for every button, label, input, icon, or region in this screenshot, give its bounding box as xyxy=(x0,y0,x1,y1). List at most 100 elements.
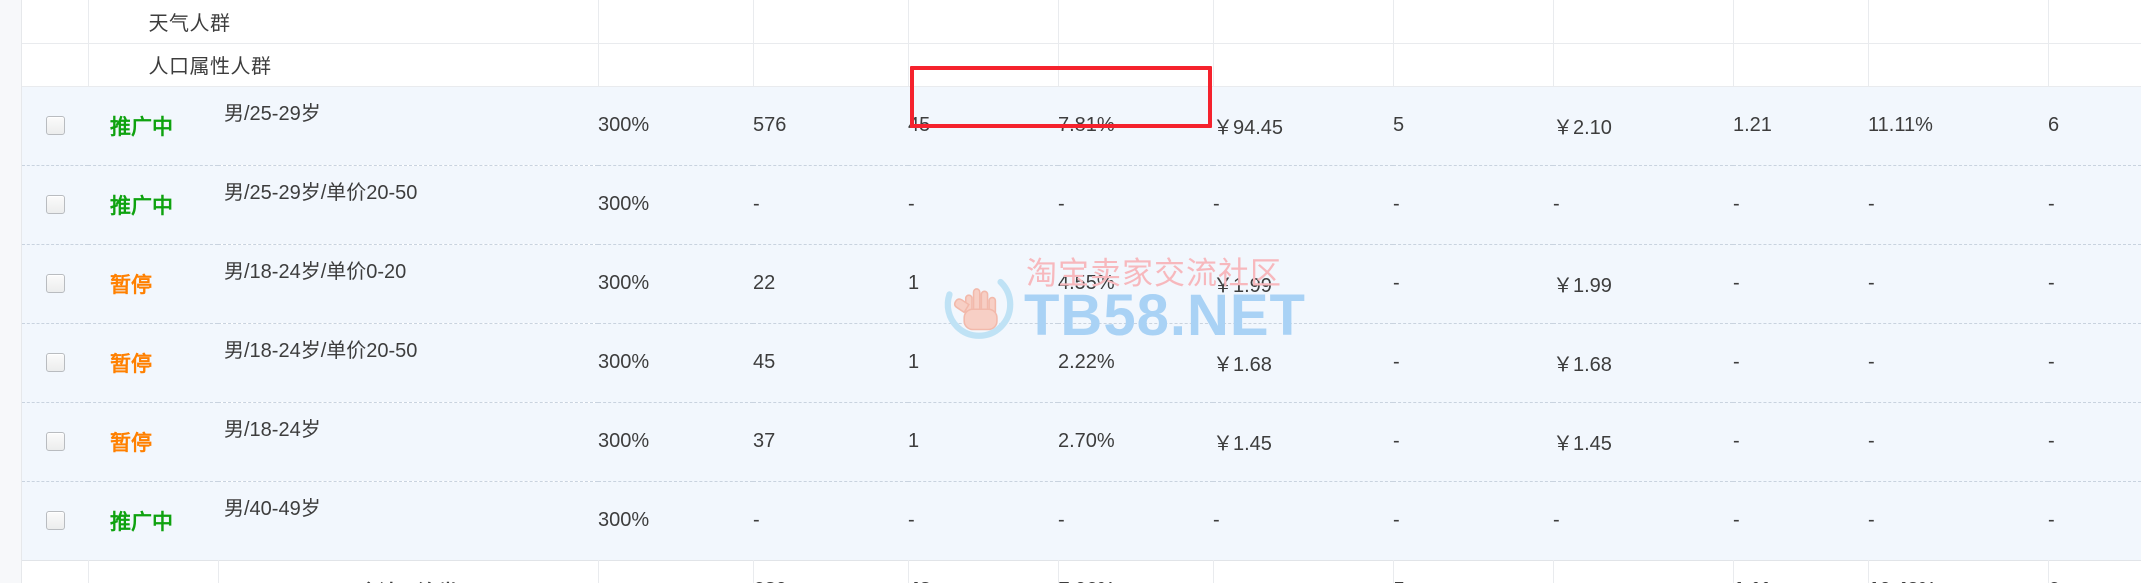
row-impressions: 37 xyxy=(753,402,908,482)
row-select-cell[interactable] xyxy=(22,323,88,403)
group-row-weather-c5 xyxy=(908,0,1059,44)
row-value3: - xyxy=(2048,165,2141,245)
table-row[interactable]: 推广中 男/40-49岁 300% - - - - - - - - - xyxy=(22,481,2141,560)
table-row[interactable]: 暂停 男/18-24岁 300% 37 1 2.70% ￥1.45 - ￥1.4… xyxy=(22,402,2141,482)
crowd-label: 男/25-29岁/单价20-50 xyxy=(224,181,418,204)
group-row-demographics-c8 xyxy=(1393,43,1554,87)
row-crowd-cell: 男/18-24岁 xyxy=(218,402,598,482)
summary-blank-cell xyxy=(88,559,219,583)
table-row[interactable]: 推广中 男/25-29岁 300% 576 45 7.81% ￥94.45 5 … xyxy=(22,85,2141,166)
row-status-cell: 暂停 xyxy=(88,244,218,324)
group-row-demographics-c11 xyxy=(1868,43,2049,87)
row-value2: - xyxy=(1868,323,2048,403)
status-badge[interactable]: 暂停 xyxy=(110,273,152,297)
group-row-demographics-checkbox-cell xyxy=(22,43,89,87)
row-clicks: 45 xyxy=(908,85,1058,166)
row-crowd-cell: 男/18-24岁/单价20-50 xyxy=(218,323,598,403)
row-favorites: 5 xyxy=(1393,85,1553,166)
group-row-demographics-c12 xyxy=(2048,43,2141,87)
left-gutter xyxy=(0,0,22,583)
group-row-demographics-label: 人口属性人群 xyxy=(88,43,599,87)
status-badge[interactable]: 推广中 xyxy=(110,194,173,218)
row-value3: - xyxy=(2048,323,2141,403)
group-row-weather-c8 xyxy=(1393,0,1554,44)
row-value1: - xyxy=(1733,165,1868,245)
row-cost: ￥1.99 xyxy=(1213,244,1393,324)
row-ratio: 300% xyxy=(598,165,753,245)
row-ratio: 300% xyxy=(598,244,753,324)
row-status-cell: 暂停 xyxy=(88,402,218,482)
row-value2: 11.11% xyxy=(1868,85,2048,166)
summary-value3: 6 xyxy=(2048,559,2141,583)
row-cpc: ￥1.68 xyxy=(1553,323,1733,403)
row-favorites: - xyxy=(1393,402,1553,482)
status-badge[interactable]: 暂停 xyxy=(110,431,152,455)
row-select-cell[interactable] xyxy=(22,402,88,482)
group-row-weather-c4 xyxy=(753,0,909,44)
row-cost: ￥1.45 xyxy=(1213,402,1393,482)
row-select-cell[interactable] xyxy=(22,165,88,245)
row-cpc: ￥1.45 xyxy=(1553,402,1733,482)
campaign-crowd-table-wrapper: 天气人群 人口属性人群 xyxy=(22,0,2141,583)
row-checkbox[interactable] xyxy=(45,274,65,294)
table-row[interactable]: 暂停 男/18-24岁/单价0-20 300% 22 1 4.55% ￥1.99… xyxy=(22,244,2141,324)
group-row-demographics-c9 xyxy=(1553,43,1734,87)
group-row-demographics-c10 xyxy=(1733,43,1869,87)
status-badge[interactable]: 暂停 xyxy=(110,352,152,376)
row-clicks: 1 xyxy=(908,244,1058,324)
row-crowd-cell: 男/25-29岁/单价20-50 xyxy=(218,165,598,245)
row-cost: ￥94.45 xyxy=(1213,85,1393,166)
row-select-cell[interactable] xyxy=(22,481,88,560)
row-crowd-cell: 男/18-24岁/单价0-20 xyxy=(218,244,598,324)
summary-value2: 10.42% xyxy=(1868,559,2049,583)
row-value3: - xyxy=(2048,402,2141,482)
row-value2: - xyxy=(1868,402,2048,482)
row-checkbox[interactable] xyxy=(45,511,65,531)
crowd-label: 男/18-24岁/单价20-50 xyxy=(224,339,418,362)
summary-row: 合计：沇类 680 48 7.06% ￥99.57 5 ￥2.07 1.11 1… xyxy=(22,559,2141,583)
row-favorites: - xyxy=(1393,244,1553,324)
row-checkbox[interactable] xyxy=(45,432,65,452)
row-checkbox[interactable] xyxy=(45,353,65,373)
row-ctr: 7.81% xyxy=(1058,85,1213,166)
row-cpc: - xyxy=(1553,165,1733,245)
row-cpc: ￥2.10 xyxy=(1553,85,1733,166)
group-row-weather[interactable]: 天气人群 xyxy=(22,0,2141,44)
group-row-weather-c7 xyxy=(1213,0,1394,44)
summary-checkbox-cell xyxy=(22,559,89,583)
row-clicks: - xyxy=(908,509,915,531)
group-row-demographics-c5 xyxy=(908,43,1059,87)
row-impressions: 22 xyxy=(753,244,908,324)
row-impressions: 576 xyxy=(753,85,908,166)
table-row[interactable]: 推广中 男/25-29岁/单价20-50 300% - - - - - - - … xyxy=(22,165,2141,245)
group-row-weather-checkbox-cell xyxy=(22,0,89,44)
table-row[interactable]: 暂停 男/18-24岁/单价20-50 300% 45 1 2.22% ￥1.6… xyxy=(22,323,2141,403)
crowd-label: 男/18-24岁 xyxy=(224,418,321,441)
row-ctr: - xyxy=(1058,165,1213,245)
row-value3: - xyxy=(2048,509,2055,531)
row-value3: - xyxy=(2048,244,2141,324)
row-select-cell[interactable] xyxy=(22,244,88,324)
row-impressions: 45 xyxy=(753,323,908,403)
row-value3: 6 xyxy=(2048,85,2141,166)
summary-impressions: 680 xyxy=(753,559,909,583)
group-row-demographics-c6 xyxy=(1058,43,1214,87)
group-row-demographics-c7 xyxy=(1213,43,1394,87)
row-cost: - xyxy=(1213,509,1220,531)
row-ctr: 2.22% xyxy=(1058,323,1213,403)
row-ratio: 300% xyxy=(598,402,753,482)
summary-ctr: 7.06% xyxy=(1058,559,1214,583)
status-badge[interactable]: 推广中 xyxy=(110,115,173,139)
row-favorites: - xyxy=(1393,323,1553,403)
group-row-weather-c12 xyxy=(2048,0,2141,44)
group-row-demographics-c3 xyxy=(598,43,754,87)
status-badge[interactable]: 推广中 xyxy=(110,510,173,534)
row-checkbox[interactable] xyxy=(45,116,65,136)
row-checkbox[interactable] xyxy=(45,195,65,215)
summary-ratio xyxy=(598,559,754,583)
row-select-cell[interactable] xyxy=(22,85,88,166)
group-row-demographics[interactable]: 人口属性人群 xyxy=(22,43,2141,87)
row-value1: 1.21 xyxy=(1733,85,1868,166)
row-clicks: 1 xyxy=(908,402,1058,482)
